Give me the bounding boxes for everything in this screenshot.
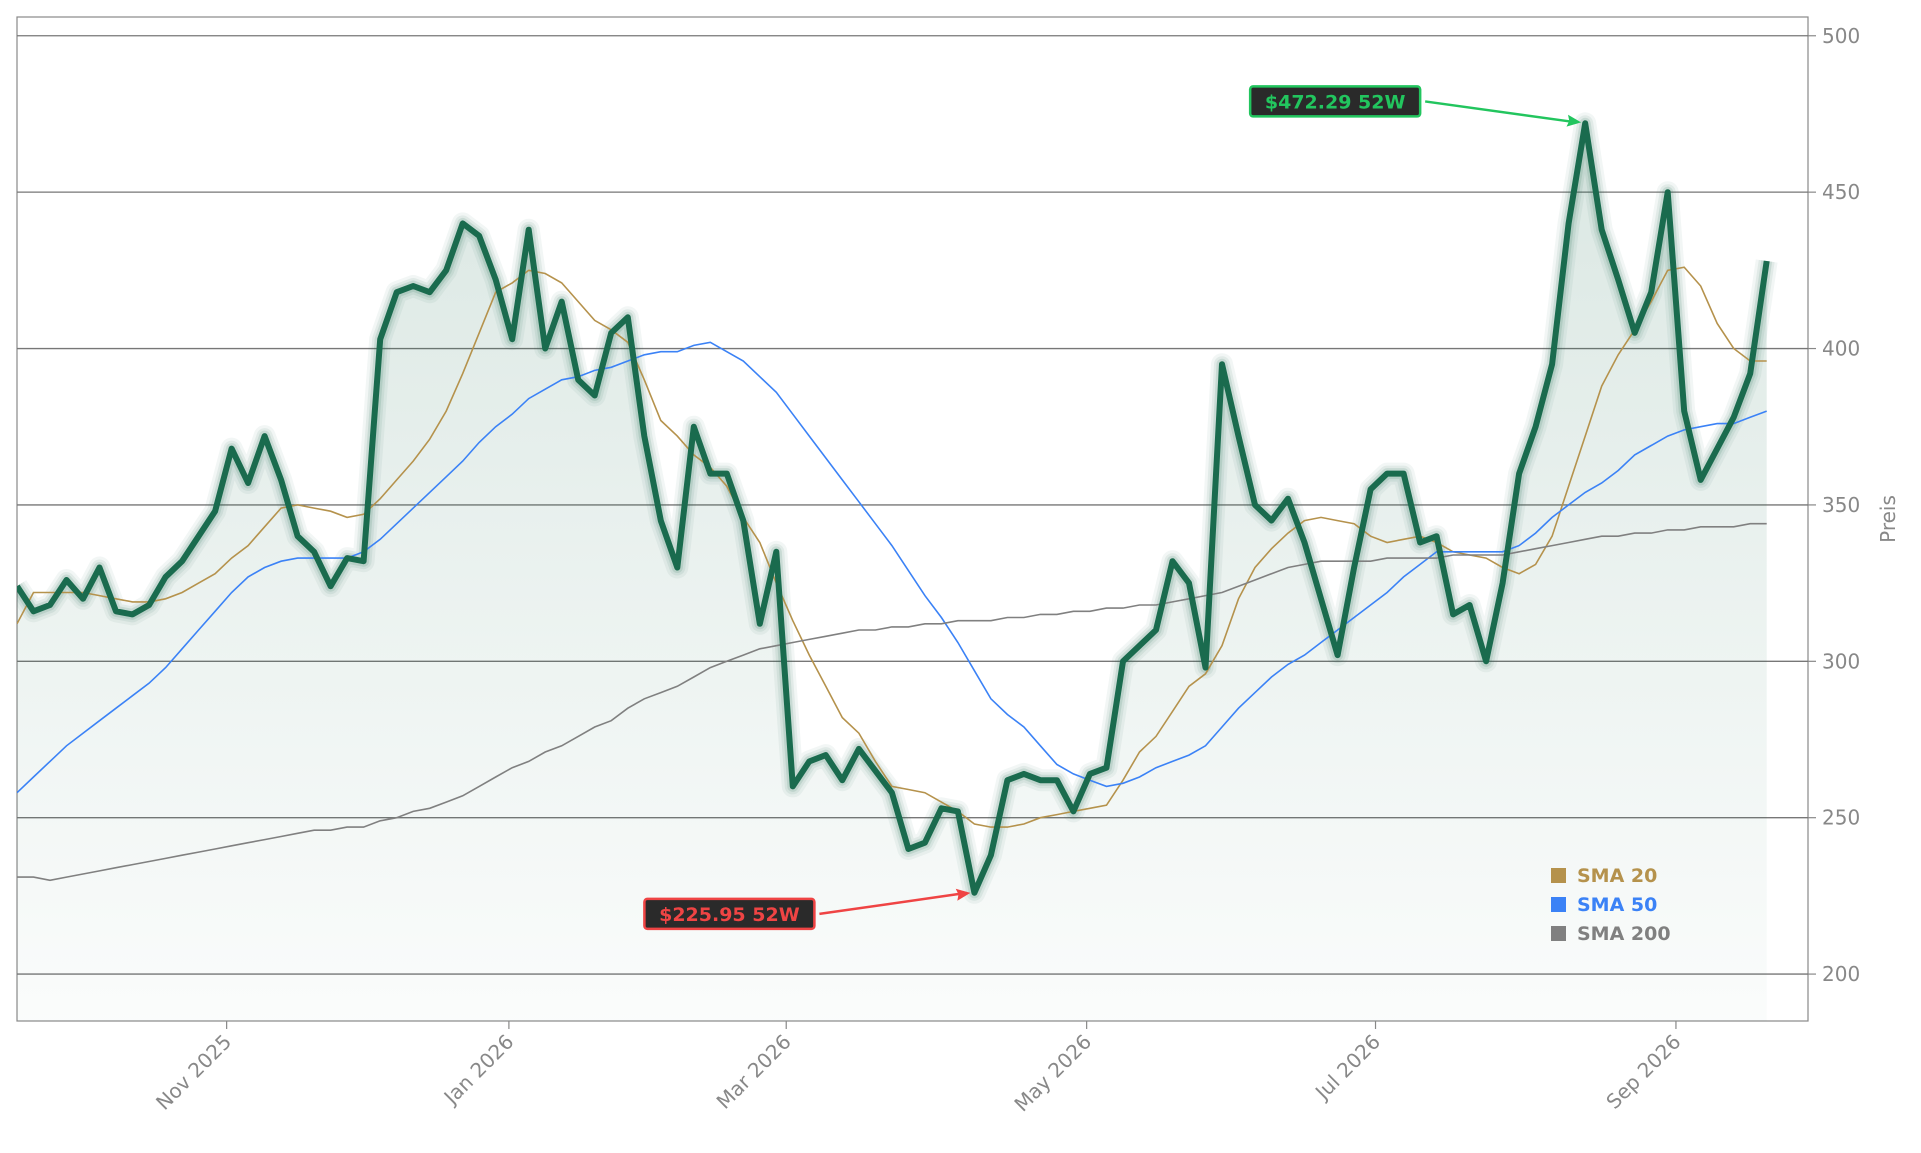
annotation-arrowhead xyxy=(955,888,971,901)
y-tick-label: 250 xyxy=(1822,806,1860,830)
y-tick-label: 350 xyxy=(1822,493,1860,517)
sma-line xyxy=(17,266,1767,828)
y-axis-label: Preis xyxy=(1876,495,1900,543)
annotation-arrowhead xyxy=(1566,114,1582,127)
sma-line xyxy=(17,522,1767,882)
annotation-text: $472.29 52W xyxy=(1265,91,1406,113)
price-area xyxy=(17,123,1767,1021)
sma-line xyxy=(17,341,1767,794)
annotation-box xyxy=(643,897,816,931)
legend-label: SMA 200 xyxy=(1577,923,1671,945)
annotation-arrow xyxy=(819,891,967,916)
y-tick-label: 500 xyxy=(1822,24,1860,48)
legend-swatch xyxy=(1551,897,1566,912)
plot-area xyxy=(17,112,1778,1021)
y-tick-label: 450 xyxy=(1822,180,1860,204)
x-tick-label: Jul 2026 xyxy=(1309,1030,1385,1106)
annotation-box xyxy=(1248,85,1422,118)
price-line xyxy=(17,120,1770,896)
legend-swatch xyxy=(1551,926,1566,941)
y-tick-label: 400 xyxy=(1822,337,1860,361)
x-tick-label: Nov 2025 xyxy=(151,1030,236,1115)
legend-swatch xyxy=(1551,868,1566,883)
legend-label: SMA 50 xyxy=(1577,894,1657,916)
annotation-text: $225.95 52W xyxy=(659,904,800,926)
annotation-arrow xyxy=(1424,100,1578,124)
legend-label: SMA 20 xyxy=(1577,865,1657,887)
y-tick-label: 300 xyxy=(1822,649,1860,673)
x-tick-label: May 2026 xyxy=(1009,1030,1096,1117)
x-tick-label: Sep 2026 xyxy=(1601,1030,1685,1114)
x-tick-label: Mar 2026 xyxy=(712,1030,796,1114)
x-tick-label: Jan 2026 xyxy=(438,1030,519,1111)
y-tick-label: 200 xyxy=(1822,962,1860,986)
